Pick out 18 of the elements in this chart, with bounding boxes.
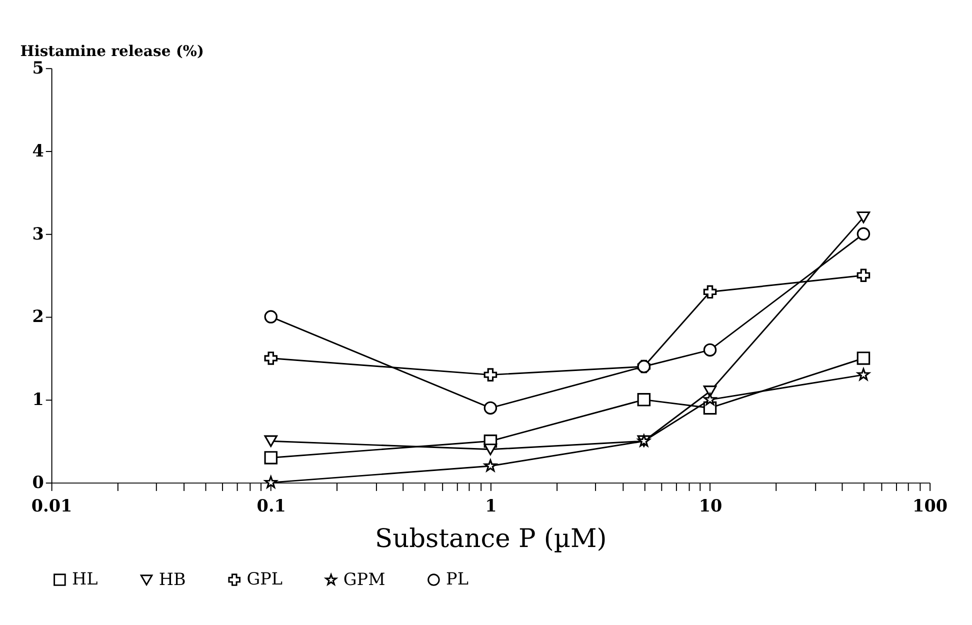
x-axis-title: Substance P (µM) (375, 524, 607, 554)
y-tick-label: 5 (32, 58, 44, 78)
y-tick-label: 4 (32, 140, 44, 160)
x-tick-label: 1 (485, 496, 497, 516)
x-tick-label: 0.01 (31, 496, 72, 516)
legend-label: GPM (343, 568, 386, 589)
y-axis-title: Histamine release (%) (20, 42, 204, 60)
x-tick-label: 0.1 (256, 496, 286, 516)
legend-label: GPL (246, 568, 283, 589)
y-tick-label: 3 (32, 223, 44, 244)
y-tick-label: 1 (32, 389, 44, 410)
x-tick-label: 10 (698, 496, 722, 516)
x-tick-label: 100 (912, 496, 948, 516)
y-tick-label: 2 (32, 306, 44, 326)
y-tick-label: 0 (32, 472, 44, 492)
legend-label: HL (72, 568, 98, 589)
legend-label: PL (446, 568, 468, 589)
legend-label: HB (158, 568, 186, 589)
